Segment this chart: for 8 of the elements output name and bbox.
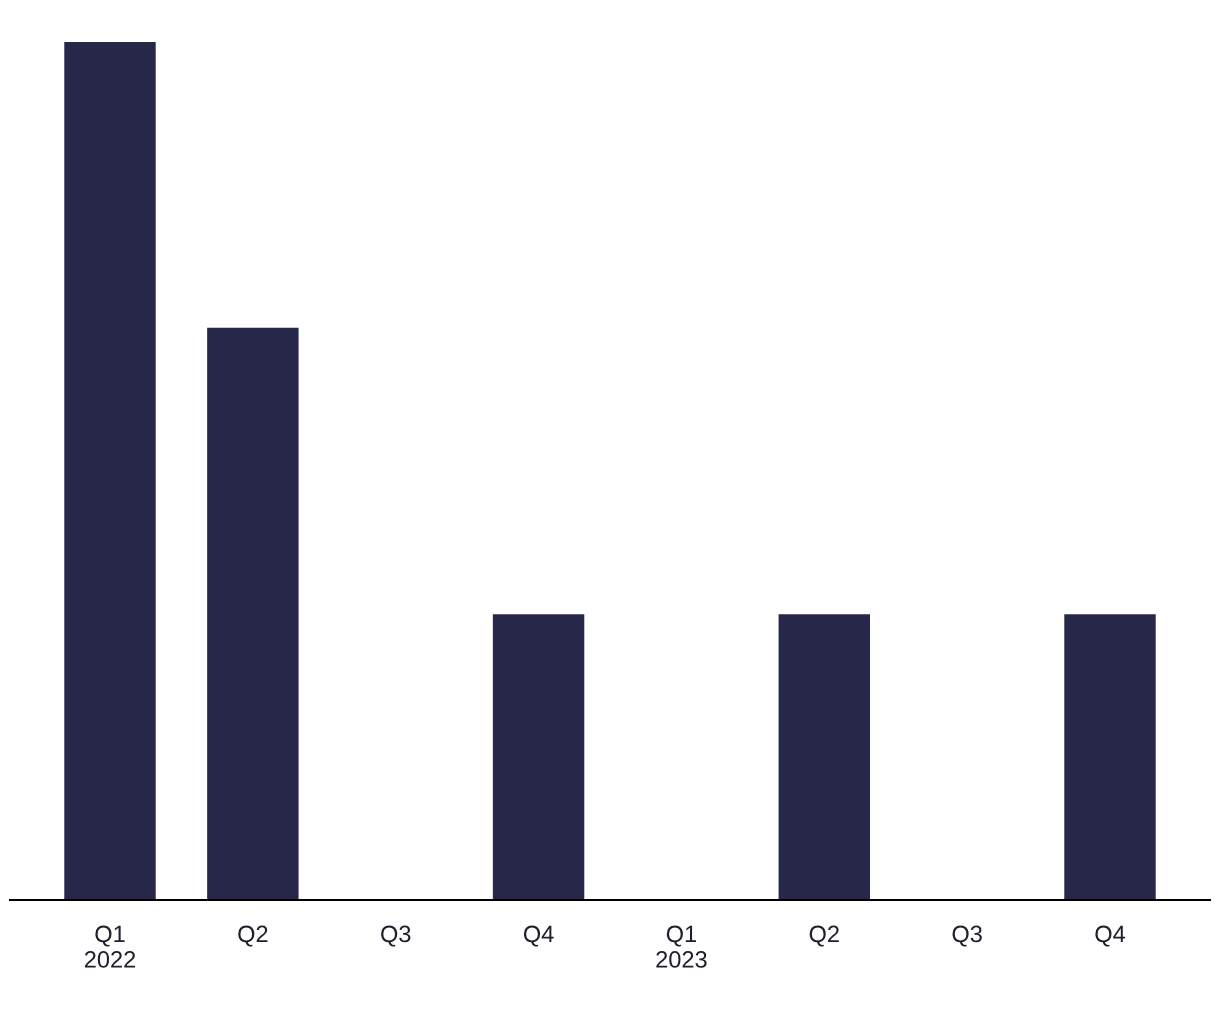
x-tick-label: Q2 bbox=[809, 925, 839, 947]
x-tick-label: Q3 bbox=[952, 925, 982, 947]
x-tick-label: Q2 bbox=[238, 925, 268, 947]
x-tick-label: Q3 bbox=[381, 925, 411, 947]
x-tick-label: Q1 2023 bbox=[656, 925, 707, 968]
x-tick-label: Q4 bbox=[1095, 925, 1126, 947]
x-tick-label: Q1 2022 bbox=[84, 925, 136, 968]
x-tick-label: Q4 bbox=[523, 925, 554, 947]
